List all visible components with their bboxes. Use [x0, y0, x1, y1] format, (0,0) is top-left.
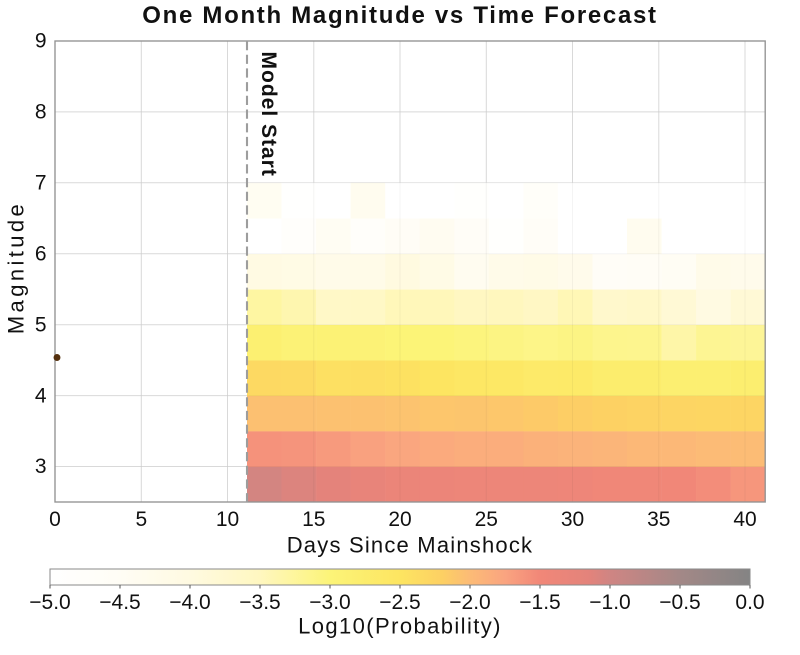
- svg-text:35: 35: [647, 508, 670, 531]
- svg-text:Magnitude: Magnitude: [4, 201, 29, 334]
- svg-text:40: 40: [733, 508, 756, 531]
- svg-text:15: 15: [302, 508, 325, 531]
- svg-text:25: 25: [475, 508, 498, 531]
- svg-text:−4.0: −4.0: [169, 591, 210, 614]
- svg-text:−2.5: −2.5: [379, 591, 420, 614]
- svg-text:−2.0: −2.0: [449, 591, 490, 614]
- svg-text:−4.5: −4.5: [99, 591, 140, 614]
- svg-text:30: 30: [561, 508, 584, 531]
- svg-text:10: 10: [216, 508, 239, 531]
- svg-text:6: 6: [35, 243, 47, 266]
- svg-text:One Month Magnitude vs Time Fo: One Month Magnitude vs Time Forecast: [142, 2, 658, 29]
- svg-text:5: 5: [35, 313, 47, 336]
- svg-text:Log10(Probability): Log10(Probability): [298, 614, 502, 639]
- svg-text:5: 5: [135, 508, 147, 531]
- svg-text:0: 0: [49, 508, 61, 531]
- svg-text:20: 20: [388, 508, 411, 531]
- svg-text:0.0: 0.0: [735, 591, 764, 614]
- svg-text:−1.5: −1.5: [519, 591, 560, 614]
- svg-text:Days Since Mainshock: Days Since Mainshock: [287, 533, 534, 558]
- svg-text:9: 9: [35, 30, 47, 53]
- svg-text:−3.5: −3.5: [239, 591, 280, 614]
- svg-text:3: 3: [35, 455, 47, 478]
- svg-text:8: 8: [35, 101, 47, 124]
- svg-text:7: 7: [35, 172, 47, 195]
- svg-text:Model Start: Model Start: [257, 52, 280, 177]
- svg-text:4: 4: [35, 384, 47, 407]
- svg-text:−1.0: −1.0: [589, 591, 630, 614]
- svg-text:−5.0: −5.0: [29, 591, 70, 614]
- svg-text:−3.0: −3.0: [309, 591, 350, 614]
- svg-text:−0.5: −0.5: [659, 591, 700, 614]
